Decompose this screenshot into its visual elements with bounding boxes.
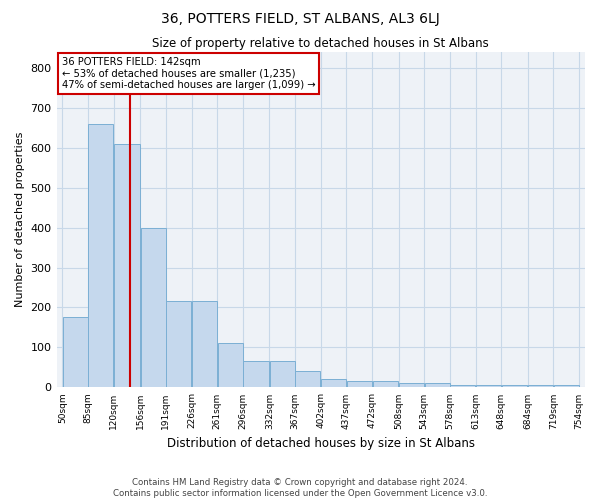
Text: Contains HM Land Registry data © Crown copyright and database right 2024.
Contai: Contains HM Land Registry data © Crown c… [113, 478, 487, 498]
Bar [502, 386, 527, 388]
Bar [554, 386, 579, 388]
Text: 36 POTTERS FIELD: 142sqm
← 53% of detached houses are smaller (1,235)
47% of sem: 36 POTTERS FIELD: 142sqm ← 53% of detach… [62, 56, 316, 90]
Bar [88, 124, 113, 388]
Bar [140, 228, 166, 388]
Bar [218, 344, 242, 388]
Bar [244, 362, 269, 388]
X-axis label: Distribution of detached houses by size in St Albans: Distribution of detached houses by size … [167, 437, 475, 450]
Bar [295, 372, 320, 388]
Bar [166, 302, 191, 388]
Bar [373, 382, 398, 388]
Bar [270, 362, 295, 388]
Bar [347, 382, 372, 388]
Bar [192, 302, 217, 388]
Bar [425, 384, 449, 388]
Bar [528, 386, 553, 388]
Title: Size of property relative to detached houses in St Albans: Size of property relative to detached ho… [152, 38, 489, 51]
Bar [63, 318, 88, 388]
Bar [114, 144, 140, 388]
Bar [476, 386, 501, 388]
Bar [451, 386, 475, 388]
Bar [321, 380, 346, 388]
Bar [399, 382, 424, 388]
Text: 36, POTTERS FIELD, ST ALBANS, AL3 6LJ: 36, POTTERS FIELD, ST ALBANS, AL3 6LJ [161, 12, 439, 26]
Y-axis label: Number of detached properties: Number of detached properties [15, 132, 25, 307]
